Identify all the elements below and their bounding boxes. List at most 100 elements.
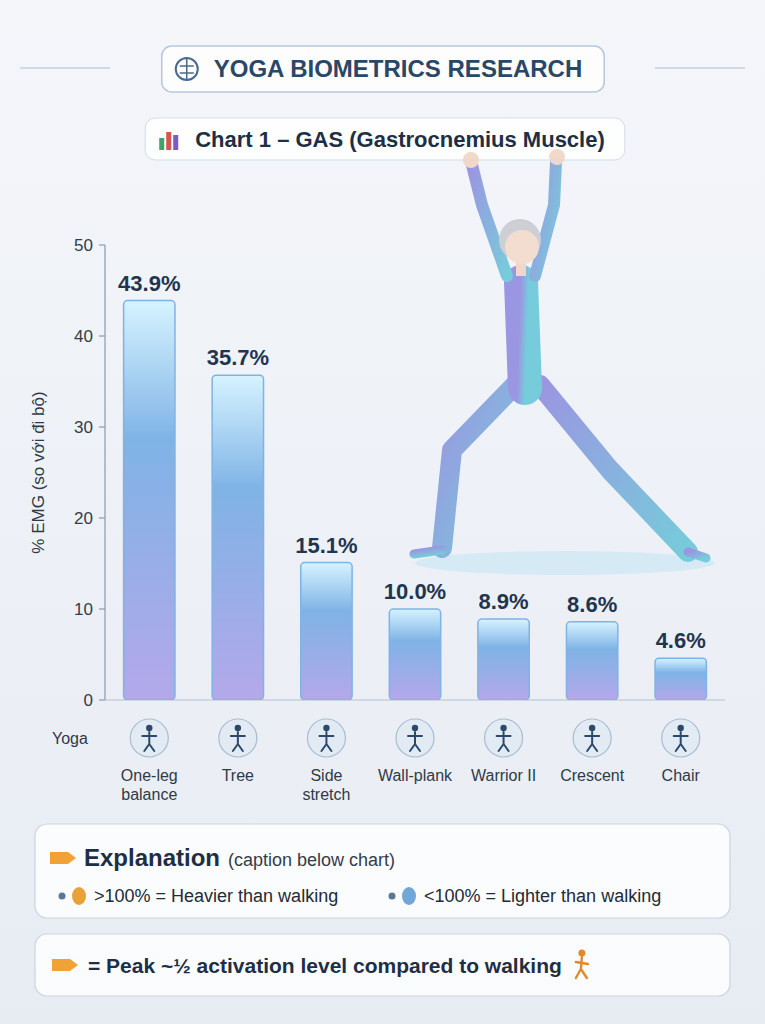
figure-limb [535,162,556,276]
walker-icon [576,950,588,979]
walker-body [576,957,588,978]
footer-text: = Peak ~½ activation level compared to w… [88,954,562,977]
data-label: 43.9% [118,271,180,296]
bar [301,563,352,700]
pose-icon-body [497,732,511,751]
y-tick-label: 20 [74,509,93,528]
explanation-item: <100% = Lighter than walking [424,886,661,906]
chart-icon [159,138,164,150]
figure-limb [414,550,442,554]
walker-head [578,950,585,957]
badge-frame [162,46,604,92]
y-tick [99,335,105,336]
pose-icon-circle [485,719,523,757]
bar [566,622,617,700]
x-tick-label: Sidestretch [302,767,350,803]
data-label: 8.6% [567,592,617,617]
data-label: 35.7% [207,345,269,370]
pose-icon-head [235,725,241,731]
figure-limb [688,552,706,558]
y-tick [99,517,105,518]
header-badge: YOGA BIOMETRICS RESEARCH [162,46,604,92]
item-icon [72,887,86,905]
page-body: {"header": {"badge": "YOGA BIOMETRICS RE… [0,0,765,1024]
pose-icon-body [585,732,599,751]
item-icon [402,887,416,905]
bar [389,609,440,700]
x-tick-label: Tree [222,767,254,784]
x-tick-label: Chair [662,767,701,784]
pose-icon-head [500,725,506,731]
pose-icon [662,719,700,757]
bullet [389,893,396,900]
pose-icon [573,719,611,757]
bullet [59,893,66,900]
y-tick-label: 50 [74,236,93,255]
chart-title: Chart 1 – GAS (Gastrocnemius Muscle) [195,127,605,152]
bar [655,658,706,700]
data-label: 10.0% [384,579,446,604]
x-tick-label: Wall-plank [378,767,453,784]
y-tick-label: 40 [74,327,93,346]
pose-icon [130,719,168,757]
pose-icon-head [678,725,684,731]
y-tick-label: 0 [84,691,93,710]
y-axis-line [104,245,105,700]
explanation-frame [35,824,730,918]
x-tick-label: Crescent [560,767,625,784]
pose-icon [307,719,345,757]
footer-frame [35,934,730,996]
y-axis: 01020304050 [74,236,105,710]
brain-icon [180,59,194,79]
x-tick-label: Warrior II [471,767,536,784]
circuit-line [655,67,745,69]
y-tick [99,608,105,609]
pose-icon-head [589,725,595,731]
pose-icon-circle [662,719,700,757]
figure-hand [549,149,565,165]
badge-text: YOGA BIOMETRICS RESEARCH [214,55,582,82]
figure-face [505,230,539,264]
pointer-icon [50,852,76,864]
pose-icon-body [674,732,688,751]
stage: YOGA BIOMETRICS RESEARCH Chart 1 – GAS (G… [0,0,765,1024]
bar [124,301,175,700]
explanation-item: >100% = Heavier than walking [94,886,338,906]
footer-box: = Peak ~½ activation level compared to w… [35,934,730,996]
data-label: 15.1% [295,533,357,558]
figure-limb [442,385,515,548]
x-tick-label: One-legbalance [121,767,178,803]
figure-glow [415,551,715,575]
brain-icon [176,58,198,80]
pose-icon-circle [396,719,434,757]
explanation-box: Explanation (caption below chart) >100% = … [35,824,730,918]
data-label: 4.6% [656,628,706,653]
pose-icon-body [142,732,156,751]
circuit-line [20,67,110,69]
pose-icon-head [146,725,152,731]
y-tick-label: 10 [74,600,93,619]
figure-limb [540,385,688,552]
figure-limb [521,282,525,388]
y-axis-title: % EMG (so với đi bộ) [29,391,48,553]
pose-icon-circle [130,719,168,757]
pose-icon-body [231,732,245,751]
pointer-icon [52,959,78,971]
pose-icon-body [319,732,333,751]
bars [124,301,707,700]
explanation-title: Explanation [84,844,220,871]
pose-icon-circle [219,719,257,757]
data-label: 8.9% [478,589,528,614]
figure-neck [516,262,526,276]
pose-icon-head [323,725,329,731]
bar [478,619,529,700]
figure-hand [463,152,479,168]
explanation-note: (caption below chart) [228,850,395,870]
x-axis-title: Yoga [52,730,88,747]
pose-icon-circle [573,719,611,757]
pose-icon-circle [307,719,345,757]
pose-icon-body [408,732,422,751]
pose-icon [485,719,523,757]
y-tick [99,244,105,245]
yoga-figure [414,149,715,575]
